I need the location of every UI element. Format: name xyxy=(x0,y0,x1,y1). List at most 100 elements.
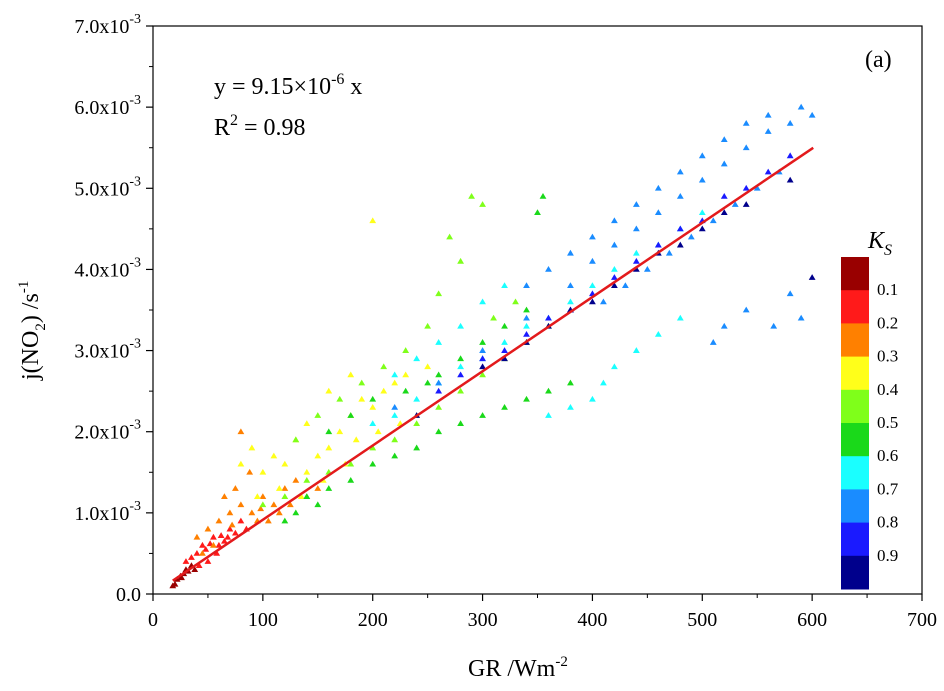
data-point xyxy=(676,225,684,232)
data-point xyxy=(182,558,190,564)
fit-line xyxy=(172,146,814,582)
data-point xyxy=(589,395,596,402)
data-point xyxy=(490,314,497,321)
data-point xyxy=(369,403,377,410)
data-point xyxy=(786,290,794,297)
data-point xyxy=(523,282,530,289)
data-point xyxy=(611,217,618,224)
data-point xyxy=(391,412,399,418)
data-point xyxy=(347,460,355,467)
data-point xyxy=(231,529,239,536)
data-point xyxy=(611,363,618,370)
y-tick-label: 1.0x10-3 xyxy=(74,499,141,525)
data-point xyxy=(435,428,443,435)
y-tick-label: 4.0x10-3 xyxy=(74,255,141,281)
r-squared: R2 = 0.98 xyxy=(214,112,306,141)
data-point xyxy=(501,322,508,329)
data-point xyxy=(457,371,464,378)
data-point xyxy=(611,241,618,248)
data-point xyxy=(567,298,574,305)
data-point xyxy=(632,257,640,264)
data-point xyxy=(611,266,618,272)
x-tick-label: 500 xyxy=(687,609,717,631)
data-point xyxy=(567,282,574,289)
data-point xyxy=(687,233,695,240)
data-point xyxy=(797,103,805,110)
data-point xyxy=(632,225,640,232)
data-point xyxy=(698,176,706,183)
data-point xyxy=(228,521,236,528)
data-point xyxy=(275,485,283,491)
data-point xyxy=(358,395,366,402)
x-axis-label: GR /Wm-2 xyxy=(468,654,568,682)
data-point xyxy=(178,574,185,581)
data-point xyxy=(545,314,552,321)
data-point xyxy=(435,290,443,297)
data-point xyxy=(210,533,217,540)
data-point xyxy=(446,233,454,240)
data-point xyxy=(369,217,377,224)
data-point xyxy=(210,541,217,548)
data-point xyxy=(224,533,232,540)
data-point xyxy=(479,339,486,345)
data-point xyxy=(720,209,728,216)
data-point xyxy=(281,517,289,524)
x-tick-label: 700 xyxy=(907,609,937,631)
data-point xyxy=(742,119,750,126)
data-point xyxy=(391,452,399,459)
data-point xyxy=(764,168,772,175)
data-point xyxy=(424,363,432,370)
data-point xyxy=(336,428,344,435)
data-point xyxy=(191,566,199,573)
x-tick-label: 100 xyxy=(248,609,278,631)
data-point xyxy=(764,128,772,134)
data-point xyxy=(632,201,640,207)
data-point xyxy=(786,152,794,159)
data-point xyxy=(665,249,673,256)
data-point xyxy=(479,201,486,207)
data-point xyxy=(589,257,596,264)
x-tick-label: 0 xyxy=(148,609,158,631)
data-point xyxy=(424,322,432,329)
colorbar-label: 0.2 xyxy=(877,313,898,332)
data-point xyxy=(347,371,355,378)
data-point xyxy=(292,436,300,443)
data-point xyxy=(336,395,344,402)
data-point xyxy=(231,485,239,491)
data-point xyxy=(237,501,245,508)
data-point xyxy=(501,282,508,289)
data-point xyxy=(589,282,596,289)
data-point xyxy=(457,420,464,426)
data-point xyxy=(259,468,267,475)
data-point xyxy=(643,266,651,272)
x-tick-label: 300 xyxy=(468,609,498,631)
y-tick-label: 5.0x10-3 xyxy=(74,174,141,200)
data-point xyxy=(206,540,214,547)
data-point xyxy=(742,306,750,313)
data-point xyxy=(391,436,399,443)
data-point xyxy=(435,387,443,394)
data-point xyxy=(720,160,728,167)
colorbar-swatch xyxy=(841,257,869,291)
colorbar-label: 0.4 xyxy=(877,380,899,399)
data-point xyxy=(292,477,300,483)
plot-frame xyxy=(152,25,923,595)
colorbar-labels: 0.1 0.2 0.3 0.4 0.5 0.6 0.7 0.8 0.9 xyxy=(877,280,899,565)
data-point xyxy=(217,532,225,538)
panel-label: (a) xyxy=(865,47,892,73)
data-point xyxy=(770,322,778,329)
data-point xyxy=(567,249,574,256)
data-point xyxy=(534,209,541,216)
data-point xyxy=(501,347,508,353)
data-point xyxy=(698,225,706,232)
data-point xyxy=(352,436,360,443)
data-point xyxy=(369,395,377,402)
colorbar-swatch xyxy=(841,456,869,490)
data-point xyxy=(786,119,794,126)
x-axis-ticks: 0 100 200 300 400 500 600 700 xyxy=(148,594,937,631)
data-point xyxy=(720,136,728,142)
colorbar-swatch xyxy=(841,489,869,524)
data-point xyxy=(215,517,223,524)
data-point xyxy=(380,387,388,394)
data-point xyxy=(281,460,289,467)
